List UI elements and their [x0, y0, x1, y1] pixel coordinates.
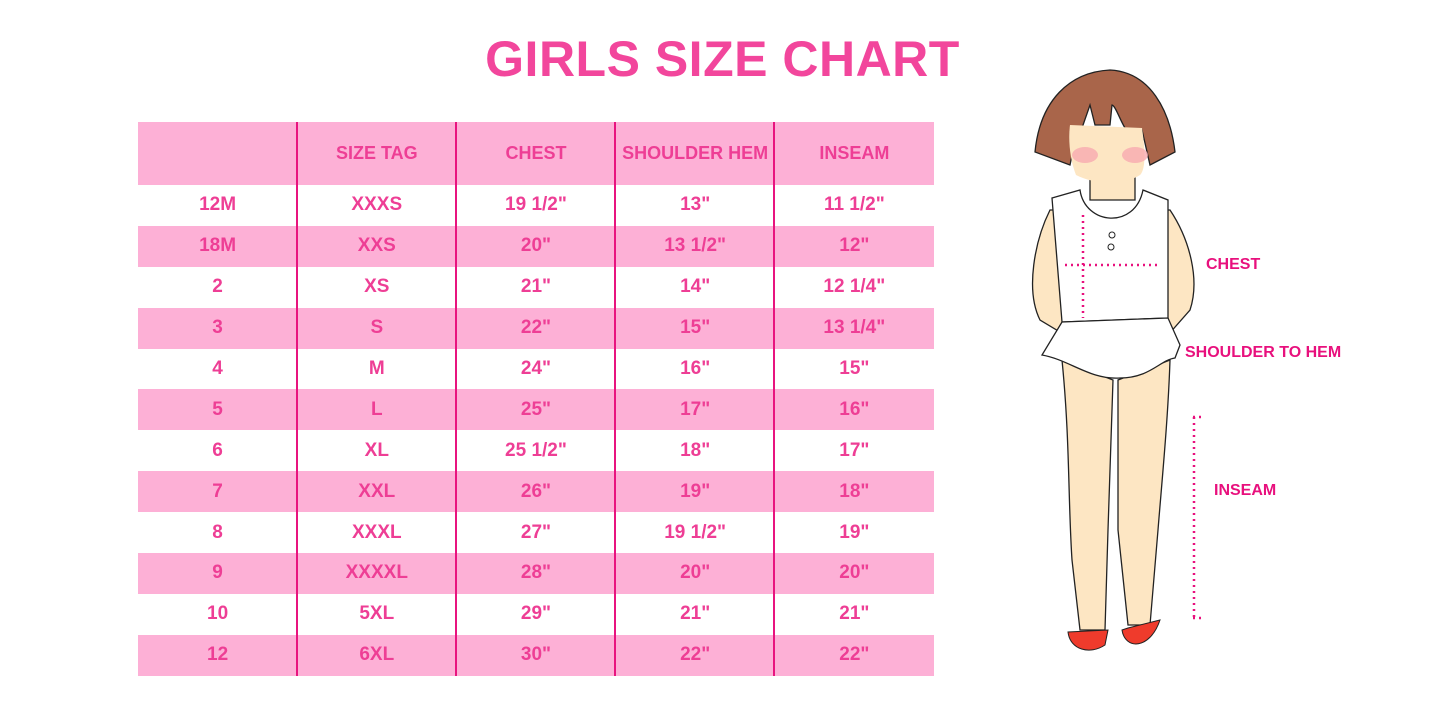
table-cell: 12: [207, 644, 229, 666]
table-cell: 22": [520, 317, 552, 339]
table-row: 7 XXL 26" 19" 18": [138, 471, 934, 513]
table-cell: 12M: [199, 194, 237, 216]
table-cell: 19": [680, 480, 711, 502]
table-cell: 12 1/4": [823, 276, 886, 298]
header-cell: [138, 122, 297, 185]
table-cell: L: [370, 398, 383, 420]
table-row: 8 XXXL 27" 19 1/2" 19": [138, 512, 934, 553]
table-cell: 13 1/4": [823, 317, 886, 339]
table-cell: M: [368, 358, 385, 379]
table-row: 9 XXXXL 28" 20" 20": [138, 553, 934, 594]
table-cell: 3: [212, 317, 223, 339]
table-cell: XS: [364, 276, 390, 298]
table-cell: 13": [680, 194, 711, 216]
table-cell: XXL: [358, 480, 396, 502]
table-cell: 20": [520, 235, 552, 257]
table-row: 18M XXS 20" 13 1/2" 12": [138, 225, 934, 267]
table-cell: 5XL: [359, 603, 395, 625]
table-cell: 18": [680, 439, 711, 461]
header-cell: SHOULDER HEM: [622, 143, 769, 163]
page-title: GIRLS SIZE CHART: [485, 31, 960, 87]
table-cell: 2: [212, 276, 223, 298]
table-cell: 29": [520, 603, 552, 625]
table-cell: S: [370, 317, 384, 339]
table-header-row: SIZE TAG CHEST SHOULDER HEM INSEAM: [138, 122, 934, 185]
table-cell: 6XL: [359, 644, 395, 666]
size-chart-table: SIZE TAG CHEST SHOULDER HEM INSEAM 12M XXXS 19…: [138, 122, 934, 676]
table-row: 12 6XL 30" 22" 22": [138, 634, 934, 676]
column-divider: [773, 122, 775, 676]
table-cell: 19 1/2": [505, 194, 567, 216]
table-cell: 30": [520, 644, 552, 666]
table-cell: 20": [680, 562, 711, 584]
table-cell: 21": [520, 276, 552, 298]
table-cell: XXS: [357, 235, 396, 257]
table-row: 12M XXXS 19 1/2" 13" 11 1/2": [138, 185, 934, 226]
table-cell: 22": [839, 644, 870, 666]
table-cell: 17": [839, 439, 870, 461]
table-cell: 10: [207, 603, 229, 625]
table-cell: 25": [520, 398, 552, 420]
header-cell: INSEAM: [819, 143, 890, 163]
table-cell: 19": [839, 521, 870, 543]
table-cell: 18M: [199, 235, 237, 257]
table-cell: 5: [212, 398, 223, 420]
table-cell: 22": [680, 644, 711, 666]
chest-label: CHEST: [1206, 256, 1261, 273]
table-cell: 15": [680, 317, 711, 339]
table-cell: 12": [839, 235, 870, 257]
table-cell: XXXL: [351, 521, 402, 543]
column-divider: [614, 122, 616, 676]
table-cell: 17": [680, 398, 711, 420]
table-cell: 8: [212, 521, 223, 543]
header-cell: SIZE TAG: [335, 143, 418, 163]
column-divider: [455, 122, 457, 676]
column-divider: [296, 122, 298, 676]
girl-figure-icon: [1031, 69, 1202, 651]
table-cell: 13 1/2": [664, 235, 727, 257]
table-cell: 16": [839, 398, 870, 420]
table-cell: 27": [520, 521, 552, 543]
table-cell: XXXXL: [345, 562, 408, 584]
table-row: 2 XS 21" 14" 12 1/4": [138, 267, 934, 308]
table-cell: 20": [839, 562, 870, 584]
inseam-label: INSEAM: [1214, 482, 1277, 499]
table-cell: 6: [212, 439, 223, 461]
table-cell: 11 1/2": [823, 194, 885, 216]
table-row: 6 XL 25 1/2" 18" 17": [138, 430, 934, 471]
table-cell: 4: [212, 358, 223, 379]
shoulder-to-hem-label: SHOULDER TO HEM: [1185, 344, 1342, 361]
table-cell: 9: [212, 562, 223, 584]
girl-measurement-illustration: CHEST SHOULDER TO HEM INSEAM: [1010, 60, 1390, 670]
table-row: 3 S 22" 15" 13 1/4": [138, 307, 934, 349]
table-row: 5 L 25" 17" 16": [138, 389, 934, 431]
table-cell: 16": [680, 358, 711, 379]
table-cell: 28": [520, 562, 552, 584]
table-cell: 21": [839, 603, 870, 625]
table-cell: XXXS: [351, 194, 403, 216]
table-cell: 14": [680, 276, 711, 298]
table-cell: 19 1/2": [664, 521, 727, 543]
table-cell: 7: [212, 480, 223, 502]
table-row: 4 M 24" 16" 15": [138, 349, 934, 390]
table-cell: XL: [364, 439, 389, 461]
table-cell: 18": [839, 480, 870, 502]
table-cell: 21": [680, 603, 711, 625]
table-cell: 15": [839, 358, 870, 379]
header-cell: CHEST: [505, 143, 567, 163]
table-row: 10 5XL 29" 21" 21": [138, 594, 934, 635]
table-cell: 26": [520, 480, 552, 502]
table-cell: 24": [520, 358, 552, 379]
table-cell: 25 1/2": [505, 439, 567, 461]
